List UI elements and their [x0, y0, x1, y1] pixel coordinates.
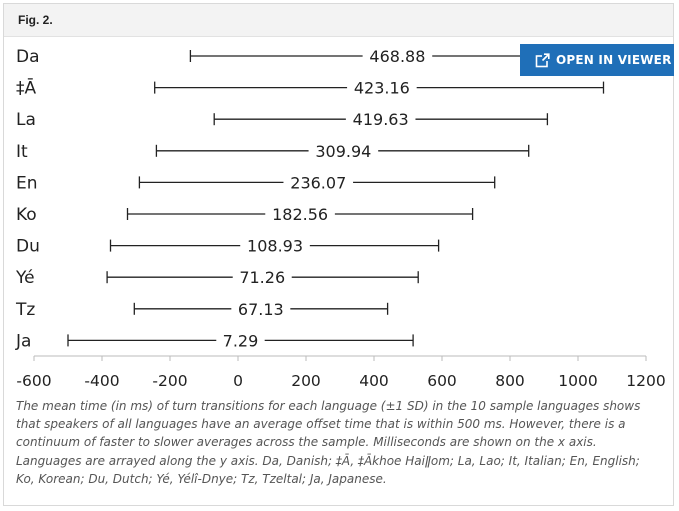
- category-label: It: [16, 142, 28, 162]
- turn-transition-chart: Da 468.88 ‡Ā 423.16 La 419.63 It 309.94 En 236.07…: [15, 47, 666, 390]
- category-label: Yé: [15, 268, 35, 288]
- category-label: ‡Ā: [16, 77, 37, 99]
- mean-value-label: 236.07: [290, 173, 346, 192]
- x-tick-label: 1000: [558, 372, 597, 390]
- mean-value-label: 67.13: [238, 300, 284, 319]
- x-tick-label: 0: [233, 372, 243, 390]
- mean-value-label: 419.63: [353, 110, 409, 129]
- x-tick-label: 600: [427, 372, 457, 390]
- mean-value-label: 182.56: [272, 205, 328, 224]
- x-tick-label: 200: [291, 372, 321, 390]
- mean-value-label: 71.26: [239, 268, 285, 287]
- category-label: Ko: [16, 205, 37, 225]
- category-label: Da: [16, 47, 40, 67]
- mean-value-label: 468.88: [369, 47, 425, 66]
- external-link-icon: [535, 52, 550, 68]
- figure-panel: Fig. 2. Da 468.88 ‡Ā 423.16 La 419.63 It 309.94…: [3, 3, 674, 506]
- x-tick-label: -200: [152, 372, 187, 390]
- mean-value-label: 7.29: [223, 331, 259, 350]
- open-in-viewer-label: OPEN IN VIEWER: [556, 53, 672, 67]
- mean-value-label: 423.16: [354, 79, 410, 98]
- mean-value-label: 309.94: [315, 142, 371, 161]
- mean-value-label: 108.93: [247, 237, 303, 256]
- x-tick-label: 800: [495, 372, 525, 390]
- category-label: Du: [16, 237, 40, 257]
- x-tick-label: -600: [16, 372, 51, 390]
- figure-caption: The mean time (in ms) of turn transition…: [16, 399, 641, 486]
- x-tick-label: -400: [84, 372, 119, 390]
- open-in-viewer-button[interactable]: OPEN IN VIEWER: [520, 44, 674, 76]
- category-label: La: [16, 110, 36, 130]
- category-label: Ja: [15, 331, 31, 351]
- figure-header: Fig. 2.: [4, 4, 673, 37]
- category-label: Tz: [15, 300, 35, 320]
- category-label: En: [16, 173, 38, 193]
- figure-label: Fig. 2.: [18, 13, 53, 27]
- x-tick-label: 1200: [626, 372, 665, 390]
- x-tick-label: 400: [359, 372, 389, 390]
